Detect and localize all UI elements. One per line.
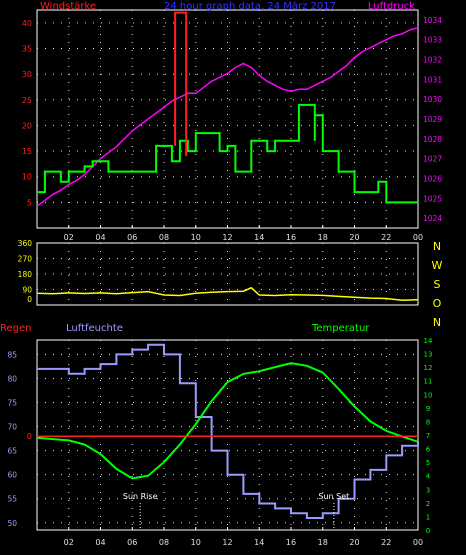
pressure-tick-label: 1032 xyxy=(423,56,442,65)
pressure-tick-label: 1024 xyxy=(423,214,442,223)
rain-axis-title: Regen xyxy=(0,323,32,334)
wind-tick-label: 30 xyxy=(22,70,32,79)
pressure-tick-label: 1031 xyxy=(423,75,442,84)
x-tick-label: 10 xyxy=(191,233,201,242)
compass-label: O xyxy=(433,297,442,310)
x-tick-label: 00 xyxy=(413,538,423,547)
pressure-tick-label: 1029 xyxy=(423,115,442,124)
x-tick-label: 10 xyxy=(191,538,201,547)
sun-annotation: Sun Set xyxy=(318,492,349,501)
x-tick-label: 12 xyxy=(222,233,232,242)
temperature-tick-label: 2 xyxy=(426,500,430,508)
direction-tick-label: 90 xyxy=(22,286,32,295)
series-wind-direction xyxy=(36,286,419,301)
humidity-tick-label: 55 xyxy=(7,495,17,504)
humidity-tick-label: 50 xyxy=(7,519,17,528)
wind-tick-label: 10 xyxy=(22,173,32,182)
x-tick-label: 08 xyxy=(159,233,169,242)
temperature-tick-label: 13 xyxy=(424,351,433,359)
humidity-tick-label: 60 xyxy=(7,471,17,480)
wind-pressure-axes: 02 04 06 08 10 12 14 16 18 20 22 00 5 10 15 20 25 30 35 40 1… xyxy=(22,16,443,242)
wind-tick-label: 35 xyxy=(22,44,32,53)
x-tick-label: 20 xyxy=(349,233,359,242)
x-tick-label: 08 xyxy=(159,538,169,547)
wind-tick-label: 5 xyxy=(27,198,32,207)
temperature-tick-label: 11 xyxy=(424,378,433,386)
pressure-tick-label: 1028 xyxy=(423,135,442,144)
temperature-tick-label: 5 xyxy=(426,459,430,467)
humidity-temperature-axes: 02 04 06 08 10 12 14 16 18 20 22 005055606570758085… xyxy=(7,337,433,547)
compass-label: W xyxy=(432,259,443,272)
x-tick-label: 18 xyxy=(318,538,328,547)
compass-label: N xyxy=(433,316,441,329)
chart-title: 24 hour graph data, 24 März 2017 xyxy=(164,1,336,12)
pressure-tick-label: 1033 xyxy=(423,36,442,45)
compass-label: N xyxy=(433,240,441,253)
wind-axis-title: Windstärke xyxy=(40,1,96,12)
x-tick-label: 22 xyxy=(381,233,391,242)
temperature-tick-label: 8 xyxy=(426,418,430,426)
x-tick-label: 00 xyxy=(413,233,423,242)
wind-tick-label: 15 xyxy=(22,147,32,156)
x-tick-label: 16 xyxy=(286,538,296,547)
series-böen xyxy=(174,11,188,157)
x-tick-label: 02 xyxy=(64,233,74,242)
x-tick-label: 06 xyxy=(127,233,137,242)
humidity-tick-label: 65 xyxy=(7,447,17,456)
direction-tick-label: 270 xyxy=(18,255,33,264)
temperature-tick-label: 0 xyxy=(426,527,430,535)
series-windstärke xyxy=(37,103,418,204)
temperature-tick-label: 1 xyxy=(426,513,430,521)
humidity-axis-title: Luftfeuchte xyxy=(66,323,123,334)
temperature-tick-label: 4 xyxy=(426,473,431,481)
direction-tick-label: 180 xyxy=(18,270,33,279)
wind-direction-panel xyxy=(36,242,419,306)
humidity-tick-label: 80 xyxy=(7,374,17,383)
humidity-tick-label: 75 xyxy=(7,399,17,408)
x-tick-label: 18 xyxy=(318,233,328,242)
x-tick-label: 04 xyxy=(95,233,105,242)
humidity-tick-label: 70 xyxy=(7,423,17,432)
temperature-tick-label: 6 xyxy=(426,446,431,454)
wind-tick-label: 20 xyxy=(22,121,32,130)
pressure-tick-label: 1025 xyxy=(423,194,442,203)
temperature-tick-label: 9 xyxy=(426,405,430,413)
direction-tick-label: 360 xyxy=(18,239,33,248)
temperature-tick-label: 10 xyxy=(424,391,433,399)
humidity-tick-label: 85 xyxy=(7,350,17,359)
compass-label: S xyxy=(434,278,441,291)
temperature-tick-label: 12 xyxy=(424,364,433,372)
temperature-axis-title: Temperatur xyxy=(311,323,370,334)
temperature-tick-label: 3 xyxy=(426,486,430,494)
temperature-tick-label: 14 xyxy=(424,337,433,345)
x-tick-label: 06 xyxy=(127,538,137,547)
series-luftfeuchte xyxy=(37,343,419,519)
x-tick-label: 02 xyxy=(64,538,74,547)
humidity-temperature-series xyxy=(36,343,419,519)
x-tick-label: 14 xyxy=(254,233,264,242)
sun-annotation: Sun Rise xyxy=(123,492,158,501)
direction-tick-label: 0 xyxy=(27,295,32,304)
series-temperatur xyxy=(36,362,419,480)
wind-direction-series xyxy=(36,286,419,301)
pressure-tick-label: 1030 xyxy=(423,95,442,104)
rain-zero-label: 0 xyxy=(27,432,32,441)
x-tick-label: 12 xyxy=(222,538,232,547)
x-tick-label: 22 xyxy=(381,538,391,547)
pressure-tick-label: 1027 xyxy=(423,155,442,164)
x-tick-label: 16 xyxy=(286,233,296,242)
pressure-tick-label: 1034 xyxy=(423,16,442,25)
x-tick-label: 04 xyxy=(95,538,105,547)
wind-tick-label: 40 xyxy=(22,19,32,28)
pressure-tick-label: 1026 xyxy=(423,174,442,183)
series-luftdruck xyxy=(36,27,419,207)
temperature-tick-label: 7 xyxy=(426,432,430,440)
pressure-axis-title: Luftdruck xyxy=(368,1,415,12)
x-tick-label: 20 xyxy=(349,538,359,547)
x-tick-label: 14 xyxy=(254,538,264,547)
wind-pressure-series xyxy=(36,11,419,207)
wind-tick-label: 25 xyxy=(22,96,32,105)
